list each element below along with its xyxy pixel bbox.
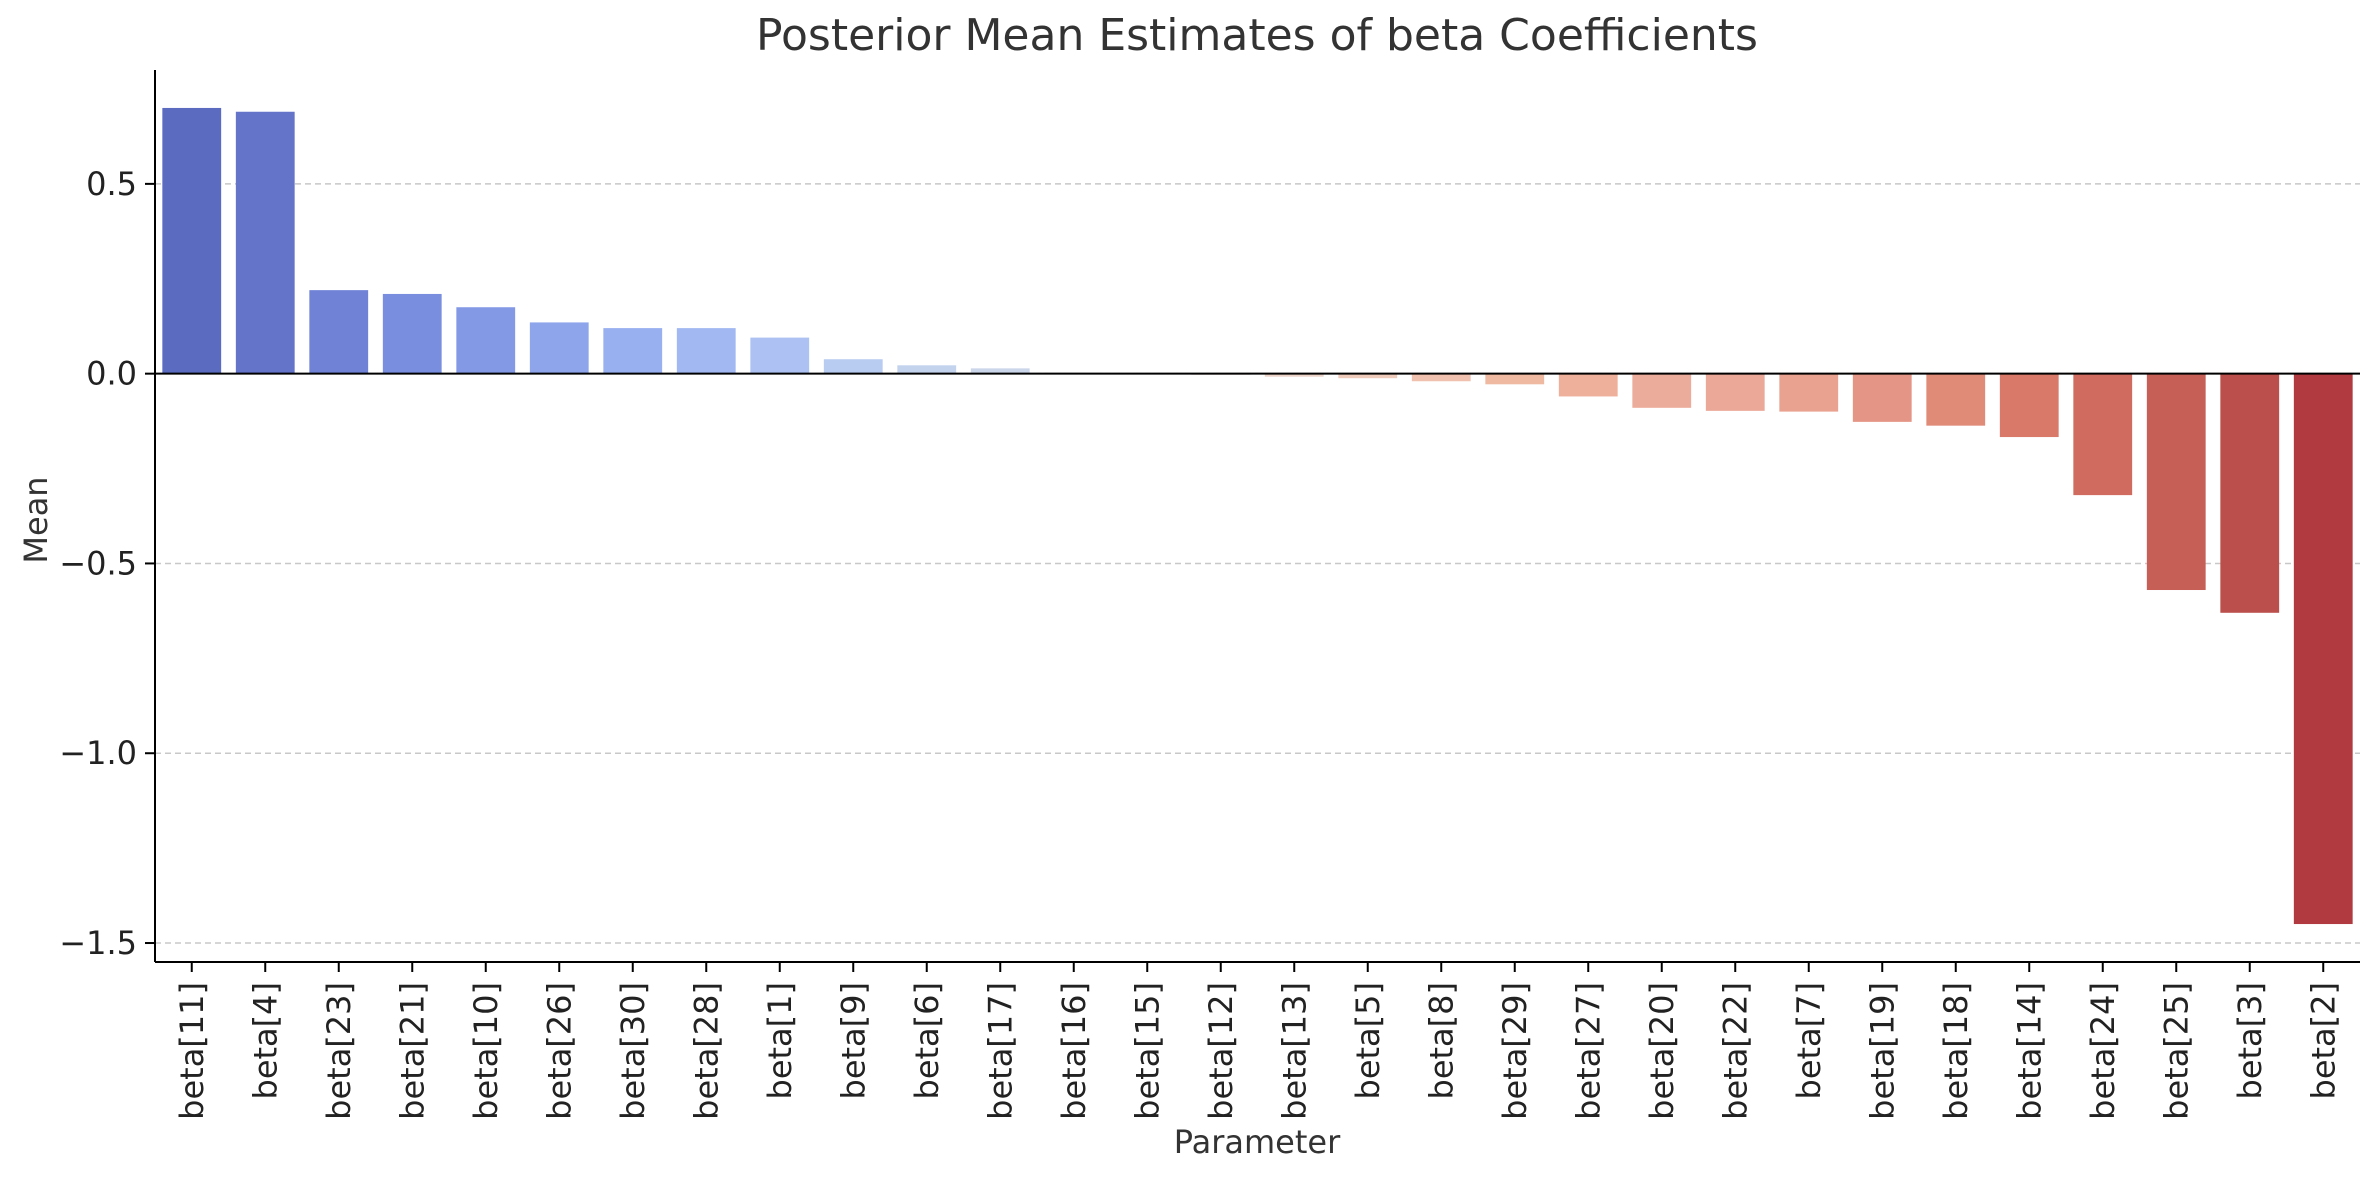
- bar-beta[9]: [823, 359, 883, 374]
- x-tick-label: beta[16]: [1055, 982, 1093, 1120]
- bars: [162, 107, 2353, 925]
- bar-beta[25]: [2146, 373, 2206, 591]
- y-tick-label: −1.0: [59, 734, 137, 772]
- x-tick-label: beta[10]: [467, 982, 505, 1120]
- x-tick-label: beta[20]: [1643, 982, 1681, 1120]
- x-tick-label: beta[13]: [1275, 982, 1313, 1120]
- bar-beta[17]: [970, 368, 1030, 374]
- bar-beta[8]: [1411, 373, 1471, 382]
- bar-beta[27]: [1558, 373, 1618, 397]
- x-tick-label: beta[3]: [2231, 982, 2269, 1099]
- bar-beta[23]: [309, 290, 369, 374]
- y-tick-label: −1.5: [59, 924, 137, 962]
- x-tick-label: beta[27]: [1569, 982, 1607, 1120]
- x-tick-label: beta[4]: [246, 982, 284, 1099]
- bar-beta[6]: [897, 365, 957, 374]
- x-tick-label: beta[21]: [393, 982, 431, 1120]
- x-tick-label: beta[14]: [2010, 982, 2048, 1120]
- bar-beta[1]: [750, 337, 810, 374]
- y-tick-label: 0.5: [86, 165, 137, 203]
- x-tick-label: beta[19]: [1863, 982, 1901, 1120]
- y-axis-title: Mean: [17, 476, 55, 563]
- x-tick-label: beta[26]: [540, 982, 578, 1120]
- x-tick-label: beta[15]: [1128, 982, 1166, 1120]
- bar-beta[2]: [2293, 373, 2353, 925]
- x-tick-label: beta[7]: [1790, 982, 1828, 1099]
- x-tick-label: beta[9]: [834, 982, 872, 1099]
- bar-beta[7]: [1779, 373, 1839, 412]
- x-tick-label: beta[2]: [2304, 982, 2342, 1099]
- bar-beta[29]: [1485, 373, 1545, 385]
- x-tick-label: beta[8]: [1422, 982, 1460, 1099]
- x-tick-label: beta[11]: [173, 982, 211, 1120]
- bar-beta[26]: [529, 322, 589, 374]
- bar-beta[14]: [1999, 373, 2059, 438]
- x-tick-label: beta[18]: [1937, 982, 1975, 1120]
- bar-beta[10]: [456, 307, 516, 374]
- x-axis-title: Parameter: [1174, 1123, 1341, 1161]
- bar-beta[28]: [676, 328, 736, 374]
- ticks: 0.5 0.0 −0.5 −1.0 −1.5 beta[11] beta[4] beta[23…: [59, 165, 2342, 1120]
- x-tick-label: beta[12]: [1202, 982, 1240, 1120]
- x-tick-label: beta[29]: [1496, 982, 1534, 1120]
- y-tick-label: −0.5: [59, 544, 137, 582]
- bar-beta[5]: [1338, 373, 1398, 379]
- bar-beta[21]: [382, 293, 442, 374]
- x-tick-label: beta[6]: [908, 982, 946, 1099]
- bar-beta[4]: [235, 111, 295, 374]
- x-tick-label: beta[25]: [2157, 982, 2195, 1120]
- x-tick-label: beta[5]: [1349, 982, 1387, 1099]
- bar-beta[3]: [2220, 373, 2280, 613]
- bar-beta[11]: [162, 107, 222, 374]
- bar-beta[13]: [1264, 373, 1324, 377]
- bar-beta[19]: [1852, 373, 1912, 422]
- x-tick-label: beta[30]: [614, 982, 652, 1120]
- bar-beta[18]: [1926, 373, 1986, 426]
- y-tick-label: 0.0: [86, 355, 137, 393]
- grid-lines: [155, 183, 2360, 944]
- x-tick-label: beta[23]: [320, 982, 358, 1120]
- bar-beta[22]: [1705, 373, 1765, 411]
- bar-beta[30]: [603, 328, 663, 374]
- x-tick-label: beta[17]: [981, 982, 1019, 1120]
- bar-beta[24]: [2073, 373, 2133, 496]
- x-tick-label: beta[24]: [2084, 982, 2122, 1120]
- chart-title: Posterior Mean Estimates of beta Coeffic…: [756, 10, 1758, 61]
- x-tick-label: beta[1]: [761, 982, 799, 1099]
- bar-beta[20]: [1632, 373, 1692, 408]
- x-tick-label: beta[22]: [1716, 982, 1754, 1120]
- axes: [154, 70, 2360, 963]
- x-tick-label: beta[28]: [687, 982, 725, 1120]
